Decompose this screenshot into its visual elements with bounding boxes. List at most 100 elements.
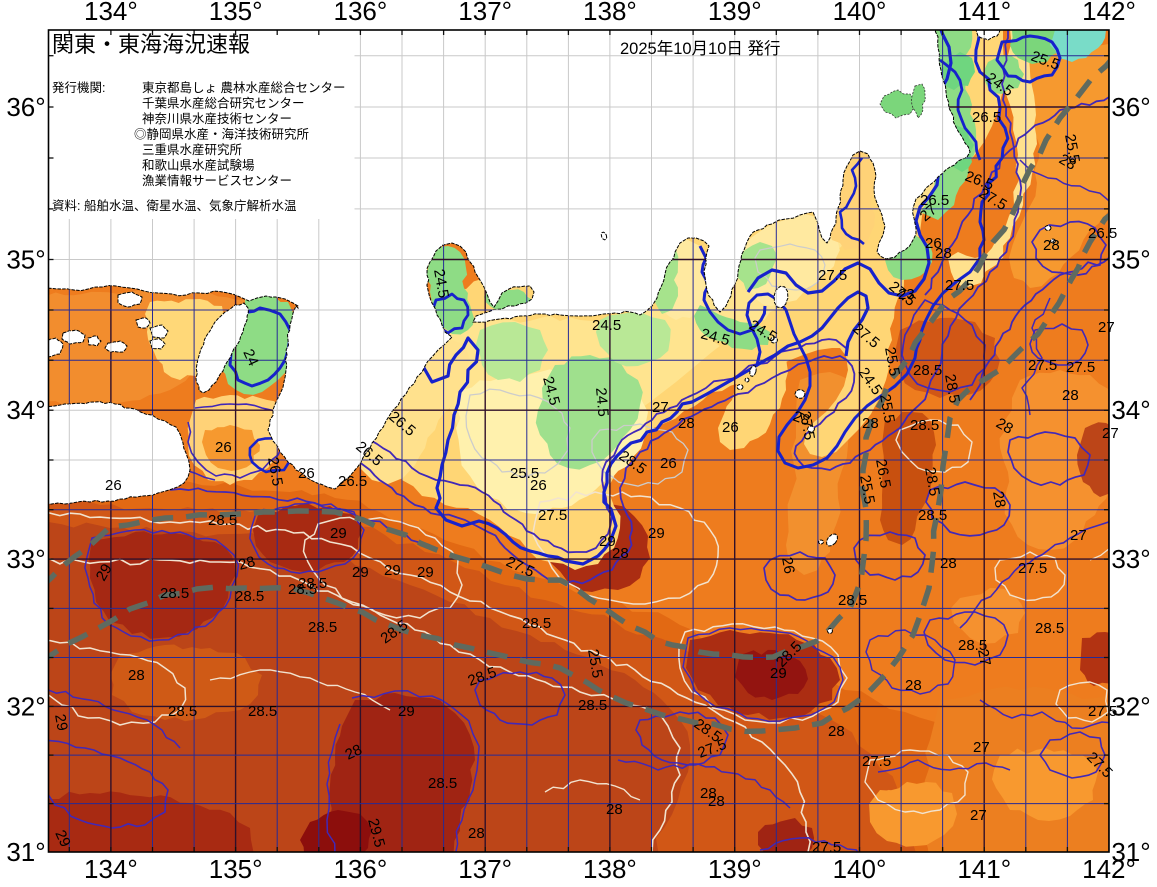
svg-text:139°: 139° (708, 854, 762, 882)
svg-text:26: 26 (722, 419, 739, 436)
svg-text:24.5: 24.5 (592, 317, 621, 334)
svg-text:24.5: 24.5 (592, 387, 611, 418)
svg-text:28: 28 (828, 723, 845, 740)
svg-text:140°: 140° (833, 854, 887, 882)
svg-text:28.5: 28.5 (288, 581, 317, 598)
svg-text:36°: 36° (1111, 92, 1150, 122)
svg-text:28: 28 (993, 415, 1016, 438)
svg-text:27.5: 27.5 (1088, 703, 1117, 720)
svg-text:28.5: 28.5 (1035, 620, 1064, 637)
svg-text:136°: 136° (334, 0, 388, 26)
svg-text:発行機関:: 発行機関: (52, 80, 105, 95)
svg-text:29: 29 (330, 525, 347, 542)
svg-text:35°: 35° (6, 245, 45, 275)
svg-text:26.5: 26.5 (1088, 225, 1117, 242)
svg-text:29: 29 (384, 562, 401, 579)
svg-text:28: 28 (468, 825, 485, 842)
svg-text:千葉県水産総合研究センター: 千葉県水産総合研究センター (142, 96, 305, 111)
svg-text:25.5: 25.5 (856, 474, 878, 506)
svg-text:29: 29 (599, 533, 616, 550)
svg-text:28.5: 28.5 (208, 512, 237, 529)
svg-text:27: 27 (974, 648, 994, 667)
svg-text:137°: 137° (458, 0, 512, 26)
svg-text:27: 27 (1098, 319, 1115, 336)
svg-text:29: 29 (51, 828, 73, 850)
svg-text:28: 28 (1062, 387, 1079, 404)
svg-text:35°: 35° (1111, 245, 1150, 275)
svg-text:34°: 34° (1111, 395, 1150, 425)
svg-text:34°: 34° (6, 395, 45, 425)
svg-text:28: 28 (1056, 151, 1079, 174)
svg-text:26.5: 26.5 (338, 473, 367, 490)
svg-text:27.5: 27.5 (1028, 357, 1057, 374)
svg-text:24.5: 24.5 (539, 375, 563, 408)
svg-text:33°: 33° (6, 544, 45, 574)
svg-text:135°: 135° (209, 854, 263, 882)
svg-text:27: 27 (1070, 527, 1087, 544)
svg-text:和歌山県水産試験場: 和歌山県水産試験場 (142, 158, 255, 173)
svg-text:23: 23 (898, 286, 915, 303)
svg-text:138°: 138° (583, 0, 637, 26)
svg-text:28: 28 (612, 545, 629, 562)
svg-text:28.5: 28.5 (235, 588, 264, 605)
svg-text:28.5: 28.5 (958, 637, 987, 654)
svg-text:漁業情報サービスセンター: 漁業情報サービスセンター (142, 173, 292, 188)
svg-text:27.5: 27.5 (1018, 560, 1047, 577)
svg-text:28.5: 28.5 (160, 585, 189, 602)
svg-text:141°: 141° (957, 854, 1011, 882)
svg-text:28: 28 (343, 741, 365, 763)
svg-text:141°: 141° (957, 0, 1011, 26)
svg-text:29: 29 (93, 561, 116, 584)
svg-text:27.5: 27.5 (1066, 359, 1095, 376)
svg-text:134°: 134° (84, 854, 138, 882)
svg-text:27: 27 (970, 807, 987, 824)
svg-text:28: 28 (791, 408, 812, 430)
svg-text:25.5: 25.5 (881, 346, 903, 378)
svg-text:28: 28 (1043, 237, 1060, 254)
svg-text:28.5: 28.5 (168, 703, 197, 720)
svg-text:26.5: 26.5 (972, 109, 1001, 126)
svg-text:26: 26 (298, 465, 315, 482)
svg-text:28: 28 (905, 677, 922, 694)
svg-text:27.5: 27.5 (818, 267, 847, 284)
svg-text:134°: 134° (84, 0, 138, 26)
svg-text:29: 29 (51, 713, 71, 732)
svg-text:28: 28 (237, 553, 258, 574)
svg-text:28: 28 (128, 667, 145, 684)
svg-text:27.5: 27.5 (945, 277, 974, 294)
svg-text:◎静岡県水産・海洋技術研究所: ◎静岡県水産・海洋技術研究所 (134, 127, 309, 142)
svg-text:24: 24 (239, 347, 261, 369)
svg-text:27.5: 27.5 (862, 753, 891, 770)
svg-text:25.5: 25.5 (584, 648, 606, 680)
svg-text:26: 26 (925, 235, 942, 252)
svg-text:142°: 142° (1082, 0, 1136, 26)
svg-text:28: 28 (989, 490, 1009, 509)
svg-text:28: 28 (606, 801, 623, 818)
svg-text:29: 29 (352, 564, 369, 581)
svg-text:27: 27 (1102, 425, 1119, 442)
svg-text:28: 28 (678, 415, 695, 432)
svg-text:28.5: 28.5 (298, 575, 327, 592)
svg-text:29: 29 (398, 703, 415, 720)
svg-text:33°: 33° (1111, 544, 1150, 574)
svg-text:26: 26 (215, 439, 232, 456)
svg-text:28: 28 (940, 555, 957, 572)
svg-text:28.5: 28.5 (910, 417, 939, 434)
svg-text:27: 27 (652, 399, 669, 416)
svg-text:137°: 137° (458, 854, 512, 882)
svg-text:24.5: 24.5 (699, 325, 732, 349)
svg-text:26: 26 (778, 556, 798, 575)
svg-text:27.5: 27.5 (796, 410, 818, 442)
svg-text:26: 26 (530, 477, 547, 494)
svg-text:25.5: 25.5 (876, 393, 898, 425)
svg-text:28: 28 (862, 415, 879, 432)
svg-text:28: 28 (708, 793, 725, 810)
svg-text:資料: 船舶水温、衛星水温、気象庁解析水温: 資料: 船舶水温、衛星水温、気象庁解析水温 (52, 198, 297, 213)
svg-text:28.5: 28.5 (838, 592, 867, 609)
svg-text:東京都島しょ 農林水産総合センター: 東京都島しょ 農林水産総合センター (142, 80, 345, 95)
svg-text:26: 26 (105, 477, 122, 494)
svg-text:25.5: 25.5 (1061, 133, 1083, 165)
svg-text:28: 28 (700, 785, 717, 802)
svg-text:28.5: 28.5 (522, 615, 551, 632)
svg-text:32°: 32° (1111, 691, 1150, 721)
